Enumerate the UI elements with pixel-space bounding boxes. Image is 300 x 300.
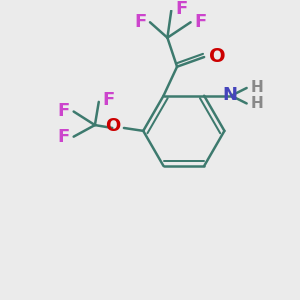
Text: H: H <box>250 80 263 95</box>
Text: O: O <box>209 46 226 66</box>
Text: F: F <box>58 102 70 120</box>
Text: N: N <box>223 86 238 104</box>
Text: O: O <box>105 117 120 135</box>
Text: F: F <box>58 128 70 146</box>
Text: H: H <box>250 96 263 111</box>
Text: F: F <box>134 13 146 31</box>
Text: F: F <box>175 0 188 18</box>
Text: F: F <box>194 13 207 31</box>
Text: F: F <box>103 91 115 109</box>
